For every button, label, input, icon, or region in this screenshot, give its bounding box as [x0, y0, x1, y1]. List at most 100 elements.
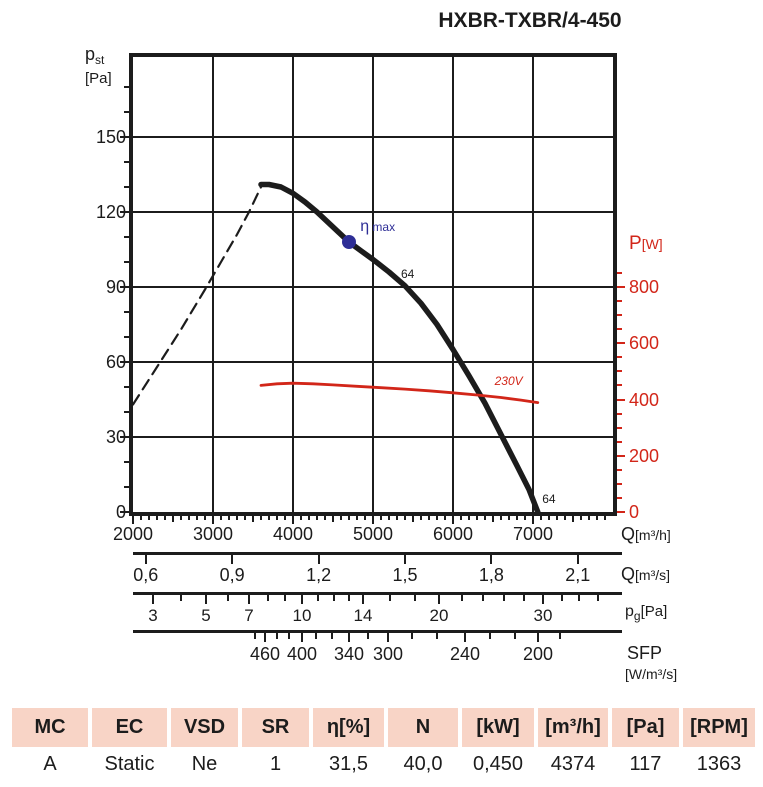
gridline-horizontal [133, 361, 613, 363]
pg-scale-tick [317, 595, 319, 601]
eta-max-point [342, 235, 356, 249]
y-right-axis-tick [617, 342, 625, 345]
table-header-cell: [Pa] [612, 708, 679, 747]
y-right-axis-tick-label: 200 [629, 445, 660, 466]
table-value-cell: 31,5 [329, 752, 368, 775]
y-left-axis-tick [124, 486, 129, 488]
x-axis-tick [260, 516, 262, 520]
x-axis-tick [364, 516, 366, 520]
x-axis-tick [604, 516, 606, 520]
pg-scale-tick [227, 595, 229, 601]
x-axis-tick [212, 516, 214, 524]
sfp-scale-tick [288, 633, 290, 639]
y-left-axis-tick-label: 120 [95, 202, 126, 222]
x-axis-tick [444, 516, 446, 520]
pg-scale-tick [333, 595, 335, 601]
table-value-cell: 40,0 [403, 752, 443, 775]
y-left-axis-tick-label: 0 [115, 502, 126, 522]
sfp-scale-tick-label: 200 [522, 644, 554, 664]
x-axis-tick [308, 516, 310, 520]
curves-svg [131, 181, 541, 515]
x-axis-tick [476, 516, 478, 520]
q-m3s-scale-tick-label: 1,8 [478, 565, 504, 585]
gridline-vertical [452, 57, 454, 512]
x-axis-tick [276, 516, 278, 520]
pg-scale-tick [152, 595, 154, 604]
y-right-axis-tick [617, 482, 622, 485]
y-right-axis-label: P[W] [629, 233, 663, 255]
pg-scale-label: pg[Pa] [625, 603, 667, 623]
x-axis-tick [316, 516, 318, 520]
sfp-scale-tick-label: 460 [249, 644, 281, 664]
pg-scale-tick [461, 595, 463, 601]
pg-unit: [Pa] [640, 603, 668, 620]
y-left-axis-tick [124, 186, 129, 188]
x-axis-tick [172, 516, 174, 522]
y-left-axis-tick [124, 461, 129, 463]
x-axis-tick [492, 516, 494, 522]
y-left-axis-tick [120, 211, 129, 213]
y-left-axis-tick [124, 386, 129, 388]
pg-scale-tick [362, 595, 364, 604]
y-right-axis-tick [617, 398, 625, 401]
eta-max-text: max [369, 220, 396, 235]
x-axis-tick [204, 516, 206, 520]
y-right-axis-tick-label: 800 [629, 277, 660, 297]
x-axis-tick-label: 4000 [272, 524, 314, 544]
y-right-axis-tick-label: 600 [629, 333, 660, 354]
table-header-cell: [kW] [462, 708, 534, 747]
y-right-axis-tick [617, 511, 625, 513]
x-axis-tick [388, 516, 390, 520]
q-m3s-scale-tick [490, 555, 493, 564]
sfp-scale-tick [489, 633, 491, 639]
x-axis-tick [412, 516, 414, 522]
sfp-scale-tick-label: 300 [372, 644, 404, 664]
gridline-vertical [372, 57, 374, 512]
result-table: MC EC VSD SR η[%] N [kW] [m³/h] [Pa] [RPM] A Stati… [12, 708, 757, 778]
x-axis-tick [452, 516, 454, 524]
pg-scale-line [133, 592, 622, 595]
q-m3s-scale-tick-label: 1,2 [306, 565, 332, 585]
table-header-cell: MC [12, 708, 88, 747]
y-right-axis-tick-label: 400 [629, 389, 660, 410]
x-axis-tick [468, 516, 470, 520]
sfp-scale-tick-label: 400 [286, 644, 318, 664]
sfp-symbol: SFP [627, 643, 663, 663]
table-value-cell: 117 [629, 752, 662, 775]
plot-area: η max 64 64 230V [129, 53, 617, 516]
pg-scale-tick-label: 7 [244, 606, 254, 625]
pg-scale-tick-label: 5 [201, 606, 211, 625]
pg-scale-tick-label: 3 [148, 606, 158, 625]
sfp-scale-tick [331, 633, 333, 639]
y-left-axis-tick [120, 361, 129, 363]
sfp-scale-tick [315, 633, 317, 639]
gridline-vertical [292, 57, 294, 512]
y-left-axis-tick [124, 111, 129, 113]
sfp-scale-label: SFP [627, 643, 662, 664]
x-axis-tick [348, 516, 350, 520]
x-axis-symbol: Q [621, 524, 636, 544]
x-axis-tick [244, 516, 246, 520]
sfp-scale-tick [537, 633, 539, 642]
pg-scale-tick [180, 595, 182, 601]
y-right-axis-tick [617, 300, 622, 303]
sfp-scale-tick [348, 633, 350, 642]
q-m3s-scale-label: Q[m³/s] [621, 564, 670, 585]
x-axis-tick [404, 516, 406, 520]
pg-scale-tick [301, 595, 303, 604]
x-axis-tick [196, 516, 198, 520]
q-m3s-scale-tick-label: 2,1 [565, 565, 591, 585]
pg-scale-tick [561, 595, 563, 601]
y-right-axis-tick [617, 454, 625, 457]
sfp-scale-tick [559, 633, 561, 639]
curve-speed-label-2: 64 [542, 492, 556, 506]
y-left-axis-tick [120, 136, 129, 138]
y-right-axis-tick [617, 496, 622, 499]
pg-symbol: p [625, 603, 634, 620]
x-axis-tick [564, 516, 566, 520]
x-axis-tick [356, 516, 358, 520]
x-axis-tick [524, 516, 526, 520]
y-left-axis-tick [124, 161, 129, 163]
sfp-unit: [W/m³/s] [625, 666, 678, 682]
x-axis-tick [332, 516, 334, 522]
